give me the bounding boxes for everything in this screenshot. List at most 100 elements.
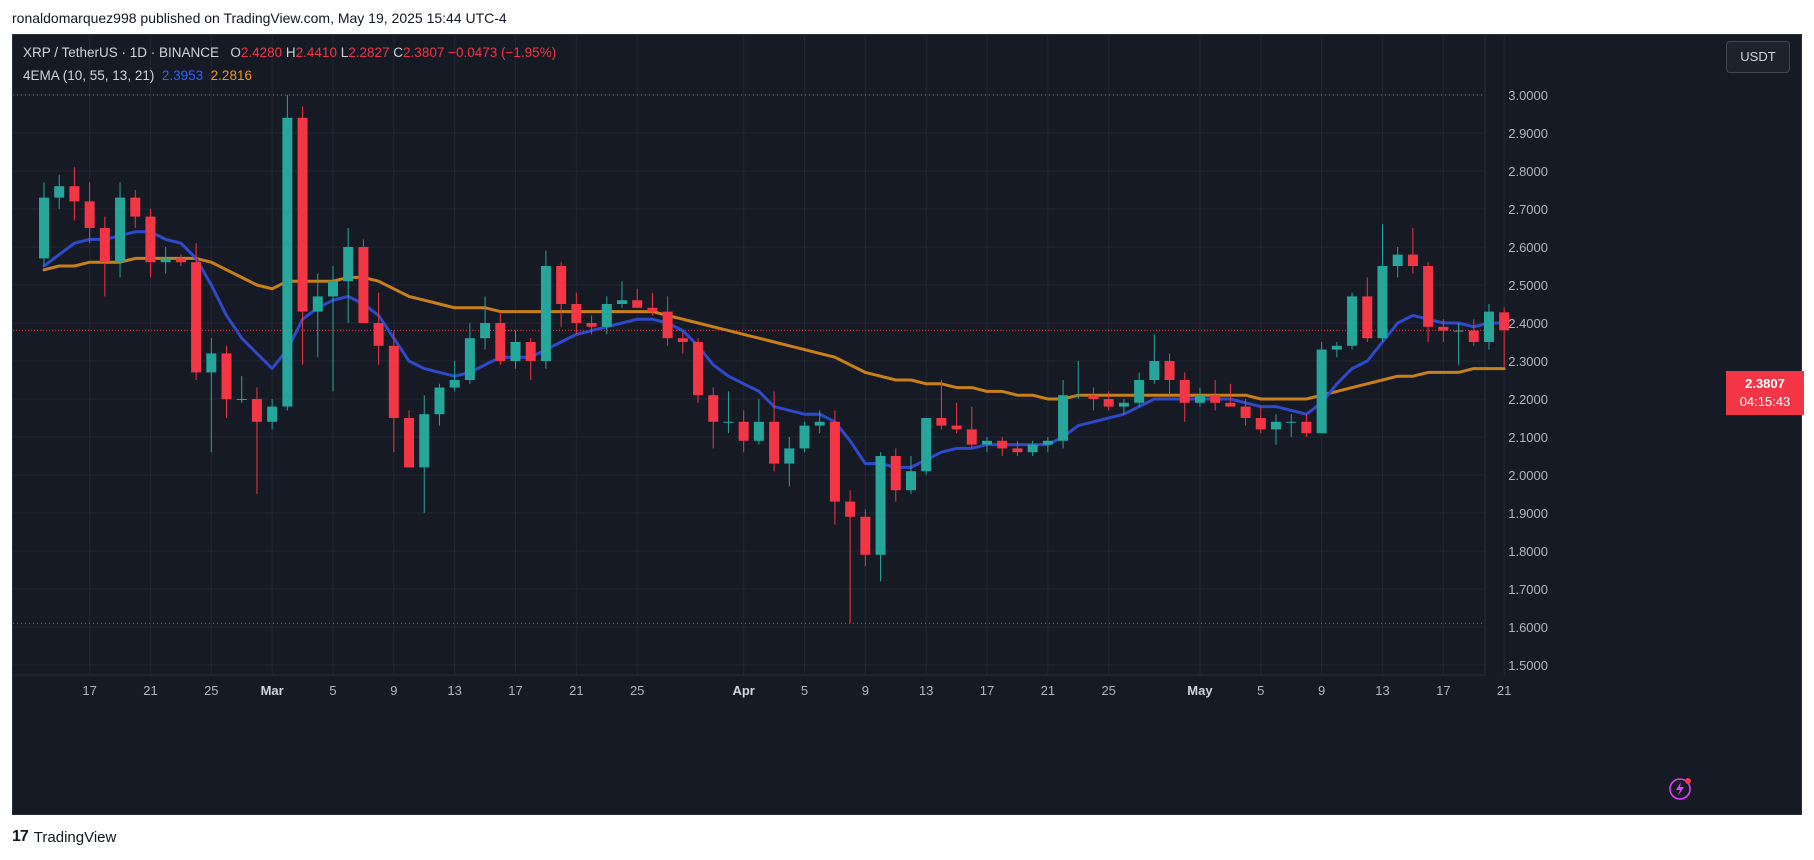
candle	[616, 281, 627, 308]
indicator-legend[interactable]: 4EMA (10, 55, 13, 21) 2.3953 2.2816	[23, 68, 252, 83]
candle	[191, 243, 202, 380]
candle-body	[1118, 402, 1129, 407]
candle-body	[373, 323, 384, 346]
candle	[206, 338, 217, 453]
candle	[145, 209, 156, 278]
tradingview-logo[interactable]: 17 TradingView	[12, 828, 116, 846]
candle	[677, 330, 688, 354]
candle	[115, 182, 126, 278]
candle-body	[404, 418, 415, 468]
time-tick-label: 5	[801, 683, 808, 698]
candle-body	[130, 197, 141, 217]
currency-button[interactable]: USDT	[1726, 41, 1790, 73]
chart-panel[interactable]: 3.0000 2.9000 2.8000 2.7000 2.6000 2.5000 2.40…	[12, 34, 1804, 816]
candle-body	[1331, 345, 1342, 350]
candle-body	[1210, 395, 1221, 403]
high-label: H	[285, 45, 296, 60]
candle	[769, 391, 780, 472]
candle-body	[115, 197, 126, 263]
candle-body	[1103, 399, 1114, 407]
candle-body	[388, 345, 399, 418]
candle	[601, 296, 612, 335]
candle-body	[753, 421, 764, 441]
candle-body	[1194, 395, 1205, 403]
lightning-alert-icon[interactable]	[1668, 775, 1694, 801]
candle	[708, 387, 719, 449]
candle	[540, 250, 551, 369]
candle	[480, 296, 491, 350]
symbol-line[interactable]: XRP / TetherUS · 1D · BINANCE	[23, 45, 220, 60]
candle	[1316, 342, 1327, 434]
candle	[251, 387, 262, 494]
candle	[419, 395, 430, 513]
candle-body	[799, 425, 810, 449]
price-tick-label: 2.1000	[1508, 430, 1548, 445]
candle	[1012, 440, 1023, 456]
bar-countdown: 04:15:43	[1739, 394, 1791, 409]
candle	[1225, 383, 1236, 407]
candles	[39, 95, 1510, 624]
candle	[693, 338, 704, 403]
price-axis: 3.0000 2.9000 2.8000 2.7000 2.6000 2.5000 2.40…	[1508, 88, 1548, 673]
price-tick-label: 1.5000	[1508, 658, 1548, 673]
candle	[312, 273, 323, 358]
candle	[175, 254, 186, 266]
price-tick-label: 2.9000	[1508, 126, 1548, 141]
candle-body	[921, 418, 932, 472]
candle-body	[1286, 421, 1297, 423]
candle	[1164, 353, 1175, 396]
candle-body	[1392, 254, 1403, 266]
candle-body	[1271, 421, 1282, 430]
time-tick-label: 25	[204, 683, 218, 698]
candle-body	[1453, 330, 1464, 332]
candle	[1483, 304, 1494, 350]
candle	[1362, 277, 1373, 342]
price-tick-label: 1.6000	[1508, 620, 1548, 635]
candle	[571, 292, 582, 335]
candle	[221, 345, 232, 418]
candle	[84, 182, 95, 244]
time-tick-label: Apr	[732, 683, 754, 698]
candle	[373, 292, 384, 365]
candle-body	[1316, 349, 1327, 434]
candle-body	[160, 258, 171, 263]
candle	[829, 410, 840, 525]
candlestick-chart[interactable]: 3.0000 2.9000 2.8000 2.7000 2.6000 2.5000 2.40…	[13, 35, 1803, 816]
candle	[875, 452, 886, 582]
candle	[1042, 437, 1053, 453]
candle-body	[875, 456, 886, 555]
candle-body	[221, 353, 232, 399]
candle-body	[845, 501, 856, 517]
candle-body	[769, 421, 780, 464]
candle	[1453, 323, 1464, 365]
symbol-legend[interactable]: XRP / TetherUS · 1D · BINANCE O2.4280 H2…	[23, 45, 556, 60]
price-tick-label: 1.8000	[1508, 544, 1548, 559]
tradingview-mark-icon: 17	[12, 828, 29, 845]
candle	[982, 437, 993, 453]
candle-body	[1073, 395, 1084, 397]
candle	[890, 448, 901, 502]
candle-body	[905, 471, 916, 491]
candle-body	[312, 296, 323, 312]
price-tick-label: 3.0000	[1508, 88, 1548, 103]
candle-body	[358, 247, 369, 323]
ema-fast-value: 2.3953	[161, 68, 204, 83]
candle	[495, 311, 506, 365]
candle	[1149, 334, 1160, 384]
candle-body	[99, 228, 110, 263]
time-tick-label: Mar	[261, 683, 284, 698]
low-value: 2.2827	[348, 45, 390, 60]
price-tick-label: 1.7000	[1508, 582, 1548, 597]
candle	[69, 167, 80, 221]
candle-body	[510, 342, 521, 361]
candle	[1194, 387, 1205, 407]
candle-body	[282, 117, 293, 407]
candle	[39, 182, 49, 266]
candle-body	[525, 342, 536, 361]
candle-body	[1468, 330, 1479, 342]
candle-body	[191, 262, 202, 373]
indicator-name[interactable]: 4EMA (10, 55, 13, 21)	[23, 68, 155, 83]
candle-body	[860, 516, 871, 555]
price-tick-label: 2.4000	[1508, 316, 1548, 331]
candle	[1438, 319, 1449, 342]
